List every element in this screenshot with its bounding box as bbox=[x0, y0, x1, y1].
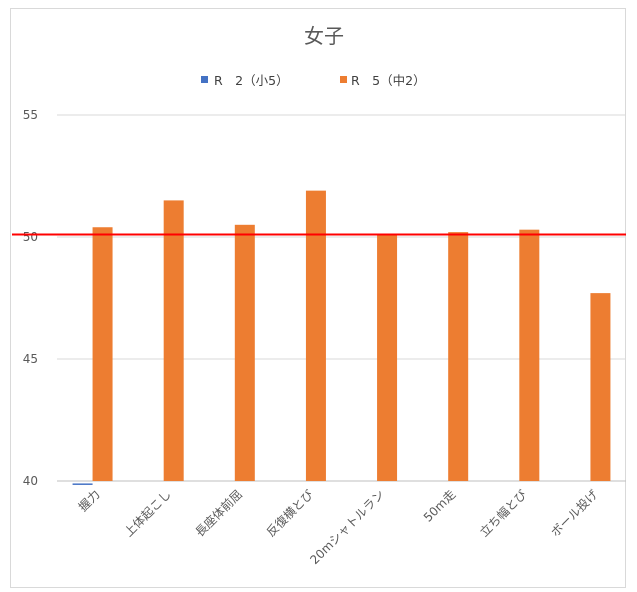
y-tick-label: 55 bbox=[23, 108, 38, 122]
bar-r5-7 bbox=[590, 293, 611, 481]
legend: R 2（小5） R 5（中2） bbox=[201, 73, 426, 88]
bar-r5-1 bbox=[163, 200, 184, 481]
bar-r5-4 bbox=[377, 234, 398, 481]
bar-r2-0 bbox=[72, 483, 93, 485]
legend-label-r5: R 5（中2） bbox=[351, 73, 426, 88]
y-tick-label: 50 bbox=[23, 230, 38, 244]
bar-r5-3 bbox=[305, 190, 326, 481]
bar-r5-0 bbox=[92, 227, 113, 481]
x-category-label: 20mシャトルラン bbox=[307, 487, 387, 567]
bars bbox=[72, 190, 611, 485]
bar-r5-5 bbox=[448, 232, 469, 481]
x-category-label: ボール投げ bbox=[548, 487, 601, 540]
x-category-label: 反復横とび bbox=[263, 487, 316, 540]
gridlines bbox=[57, 114, 626, 482]
x-category-label: 立ち幅とび bbox=[476, 487, 529, 540]
legend-label-r2: R 2（小5） bbox=[214, 73, 289, 88]
x-category-label: 50m走 bbox=[421, 487, 458, 524]
y-tick-label: 40 bbox=[23, 474, 38, 488]
legend-swatch-r2 bbox=[201, 76, 208, 83]
x-category-label: 握力 bbox=[75, 487, 103, 515]
bar-r5-2 bbox=[234, 224, 255, 482]
chart-title: 女子 bbox=[304, 24, 344, 48]
y-axis-ticks: 40 45 50 55 bbox=[23, 108, 38, 488]
x-category-label: 上体起こし bbox=[121, 487, 173, 539]
legend-swatch-r5 bbox=[340, 76, 347, 83]
bar-r5-6 bbox=[519, 229, 540, 481]
x-category-label: 長座体前屈 bbox=[192, 487, 245, 540]
y-tick-label: 45 bbox=[23, 352, 38, 366]
